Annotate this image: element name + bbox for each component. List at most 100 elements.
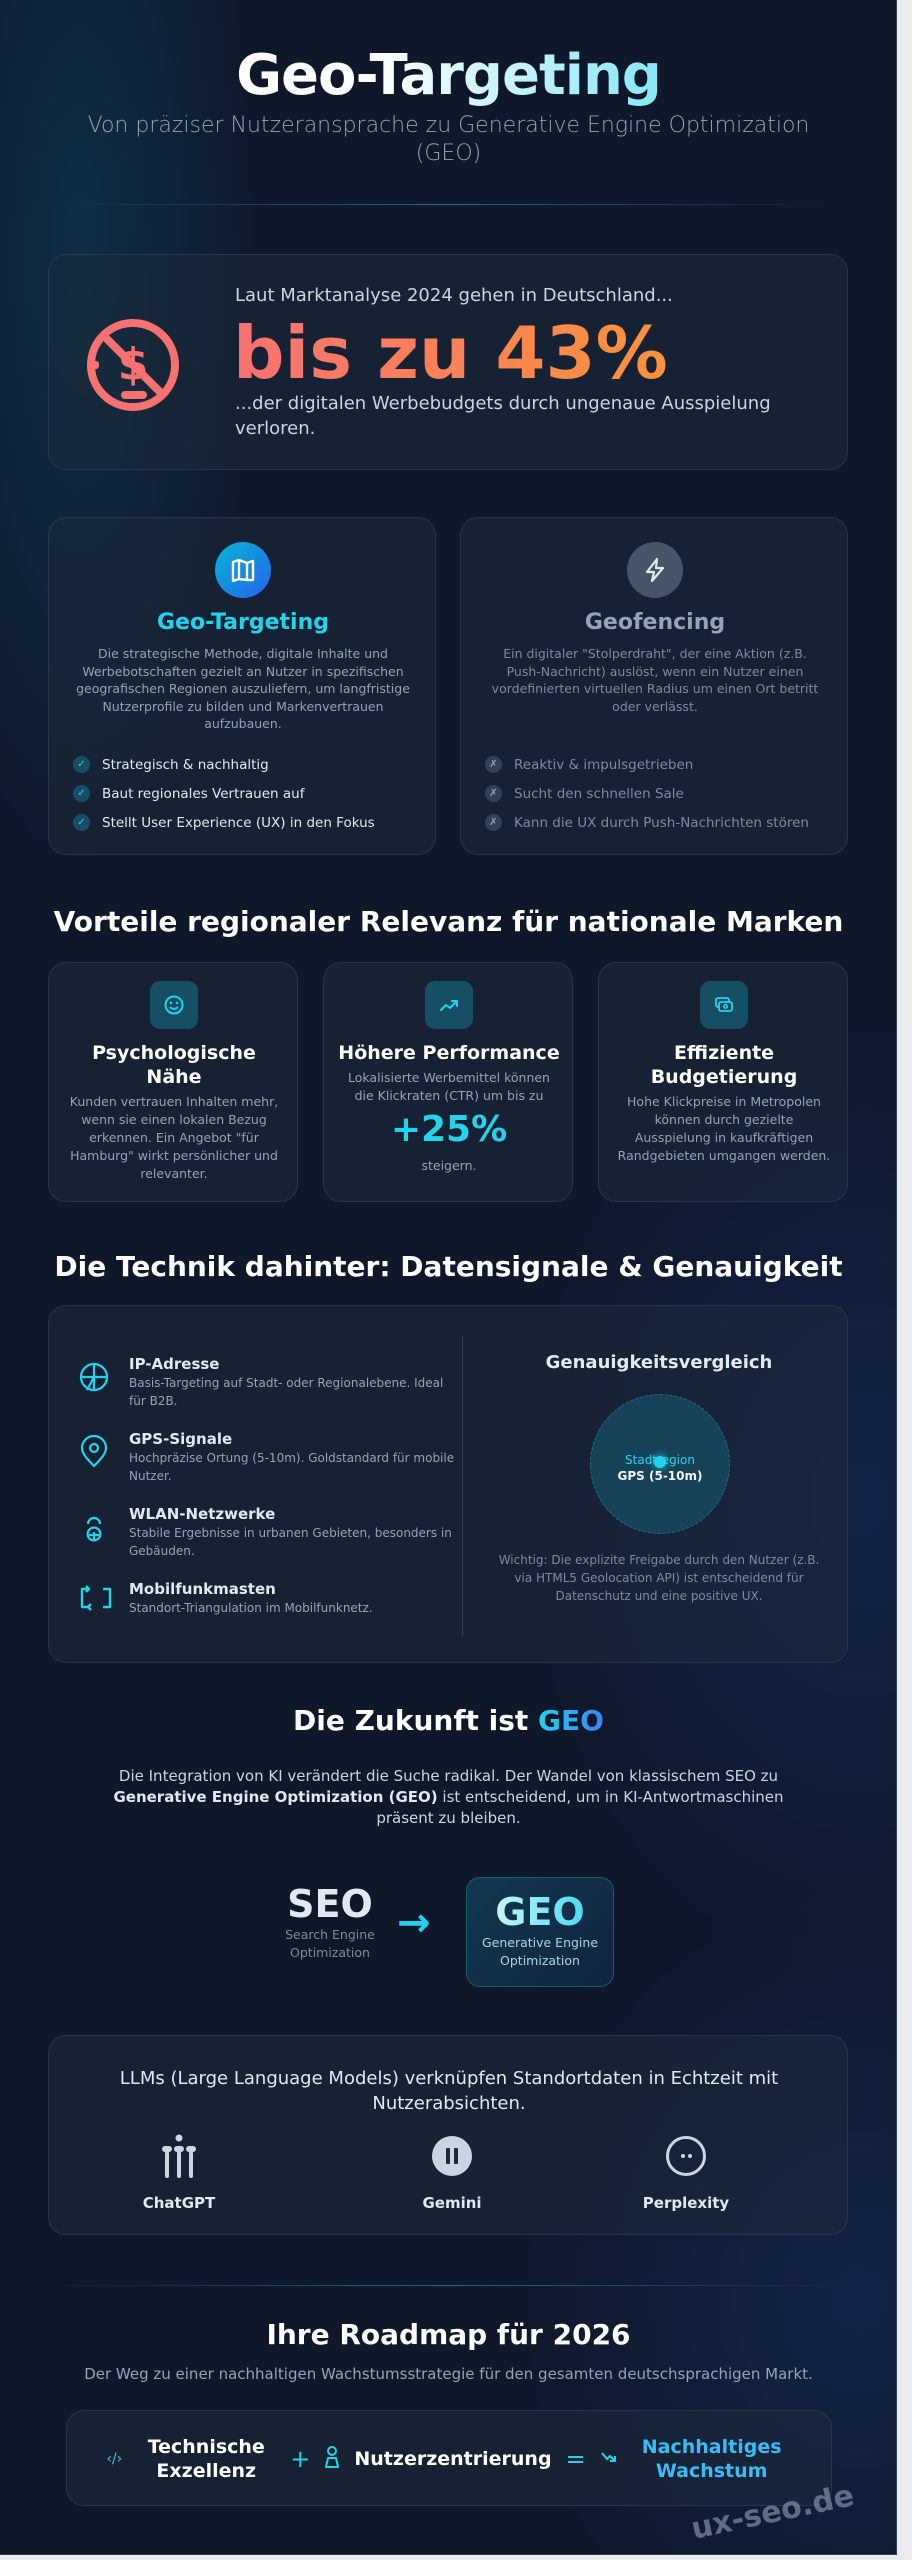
list-item: ✓ Strategisch & nachhaltig: [73, 750, 423, 779]
gps-dot: [654, 1456, 666, 1468]
stat-intro: Laut Marktanalyse 2024 gehen in Deutschl…: [235, 285, 673, 306]
tech-card: IP-Adresse Basis-Targeting auf Stadt- ode…: [48, 1305, 848, 1663]
list-item: ✓ Baut regionales Vertrauen auf: [73, 779, 423, 808]
benefits-heading: Vorteile regionaler Relevanz für nationa…: [53, 905, 844, 938]
signal-description: Stabile Ergebnisse in urbanen Gebieten, …: [129, 1526, 452, 1558]
list-item: ✓ Stellt User Experience (UX) in den Foku…: [73, 808, 423, 837]
plus-icon: +: [290, 2445, 311, 2473]
equals-icon: =: [565, 2445, 586, 2473]
page-title: Geo-Targeting: [0, 40, 896, 112]
benefit-card: Effiziente Budgetierung Hohe Klickpreise…: [598, 962, 848, 1202]
future-heading-accent: GEO: [538, 1704, 604, 1737]
wifi-icon: [77, 1510, 111, 1548]
check-icon: ✓: [73, 814, 90, 831]
llm-label: Gemini: [422, 2194, 482, 2212]
benefit-suffix: steigern.: [421, 1158, 477, 1173]
arrow-icon: →: [397, 1900, 431, 1946]
llm-label: ChatGPT: [142, 2194, 216, 2212]
geofencing-description: Ein digitaler "Stolperdraht", der eine A…: [491, 646, 819, 714]
roadmap-result: Nachhaltiges Wachstum: [641, 2436, 782, 2482]
benefit-description: Hohe Klickpreise in Metropolen können du…: [617, 1094, 831, 1163]
trending-up-icon: [425, 981, 473, 1029]
signal-title: Mobilfunkmasten: [129, 1580, 276, 1598]
llm-text: LLMs (Large Language Models) verknüpfen …: [119, 2068, 779, 2114]
accuracy-circle: Stadtregion GPS (5-10m): [590, 1394, 730, 1534]
llm-card: LLMs (Large Language Models) verknüpfen …: [48, 2035, 848, 2235]
geofencing-points: ✗ Reaktiv & impulsgetrieben ✗ Sucht den sc…: [485, 750, 835, 837]
signal-title: GPS-Signale: [129, 1430, 233, 1448]
code-icon: ‹/›: [106, 2451, 123, 2467]
cell-tower-icon: [77, 1583, 112, 1617]
signal-description: Hochpräzise Ortung (5-10m). Goldstandard…: [129, 1451, 455, 1483]
map-icon: [215, 542, 271, 598]
geofencing-card: Geofencing Ein digitaler "Stolperdraht",…: [460, 517, 848, 855]
seo-abbr: SEO: [287, 1882, 373, 1926]
no-money-globe-icon: $: [81, 313, 185, 417]
chatgpt-icon: [154, 2134, 204, 2182]
gemini-icon: [432, 2136, 472, 2176]
stat-value: bis zu 43%: [233, 311, 668, 395]
cross-icon: ✗: [485, 756, 502, 773]
stat-card: $ Laut Marktanalyse 2024 gehen in Deutsc…: [48, 254, 848, 470]
benefit-card: Psychologische Nähe Kunden vertrauen Inh…: [48, 962, 298, 1202]
geo-abbr: GEO: [467, 1890, 613, 1934]
roadmap-item: Technische Exzellenz: [147, 2436, 265, 2482]
benefit-description: Kunden vertrauen Inhalten mehr, wenn sie…: [69, 1094, 279, 1181]
geo-targeting-description: Die strategische Methode, digitale Inhal…: [76, 646, 410, 731]
signal-item: Mobilfunkmasten Standort-Triangulation im…: [77, 1579, 457, 1639]
roadmap-heading: Ihre Roadmap für 2026: [266, 2318, 631, 2351]
llm-label: Perplexity: [642, 2194, 730, 2212]
geofencing-title: Geofencing: [584, 610, 726, 635]
globe-icon: [77, 1360, 111, 1398]
geo-full: Generative Engine Optimization: [481, 1935, 599, 1968]
signal-title: IP-Adresse: [129, 1355, 220, 1373]
smile-icon: [150, 981, 198, 1029]
trend-icon: [600, 2449, 618, 2469]
lightning-icon: [627, 542, 683, 598]
cash-icon: [700, 981, 748, 1029]
roadmap-divider: [48, 2285, 848, 2286]
benefit-card: Höhere Performance Lokalisierte Werbemit…: [323, 962, 573, 1202]
geo-targeting-title: Geo-Targeting: [157, 610, 329, 635]
seo-full: Search Engine Optimization: [285, 1927, 375, 1960]
tech-divider: [462, 1336, 463, 1636]
benefit-description: Lokalisierte Werbemittel können die Klic…: [348, 1070, 550, 1103]
page-subtitle: Von präziser Nutzeransprache zu Generati…: [87, 113, 810, 166]
roadmap-item: Nutzerzentrierung: [354, 2448, 552, 2470]
map-pin-icon: [77, 1434, 111, 1473]
benefit-title: Psychologische Nähe: [92, 1042, 256, 1088]
geo-targeting-points: ✓ Strategisch & nachhaltig ✓ Baut regional…: [73, 750, 423, 837]
list-item: ✗ Sucht den schnellen Sale: [485, 779, 835, 808]
list-item: ✗ Kann die UX durch Push-Nachrichten stör…: [485, 808, 835, 837]
svg-text:$: $: [118, 339, 149, 390]
header-divider: [48, 204, 848, 205]
check-icon: ✓: [73, 756, 90, 773]
benefit-title: Höhere Performance: [338, 1042, 560, 1064]
roadmap-card: ‹/› Technische Exzellenz + Nutzerzentrie…: [66, 2410, 832, 2506]
user-icon: [324, 2445, 340, 2473]
check-icon: ✓: [73, 785, 90, 802]
signal-item: GPS-Signale Hochpräzise Ortung (5-10m). G…: [77, 1429, 457, 1504]
future-heading: Die Zukunft ist GEO: [293, 1704, 604, 1737]
benefit-title: Effiziente Budgetierung: [650, 1042, 798, 1088]
geo-block: GEO Generative Engine Optimization: [466, 1877, 614, 1987]
future-text: Die Integration von KI verändert die Suc…: [113, 1767, 784, 1827]
signal-item: IP-Adresse Basis-Targeting auf Stadt- ode…: [77, 1354, 457, 1429]
benefit-value: +25%: [390, 1109, 508, 1150]
cross-icon: ✗: [485, 785, 502, 802]
page-title-wrap: Geo-Targeting: [0, 40, 896, 112]
signal-item: WLAN-Netzwerke Stabile Ergebnisse in urba…: [77, 1504, 457, 1579]
list-item: ✗ Reaktiv & impulsgetrieben: [485, 750, 835, 779]
signal-description: Basis-Targeting auf Stadt- oder Regional…: [129, 1376, 444, 1408]
perplexity-icon: [666, 2136, 706, 2176]
accuracy-note: Wichtig: Die explizite Freigabe durch de…: [498, 1553, 820, 1603]
signal-description: Standort-Triangulation im Mobilfunknetz.: [129, 1601, 373, 1615]
signal-list: IP-Adresse Basis-Targeting auf Stadt- ode…: [77, 1354, 457, 1639]
tech-heading: Die Technik dahinter: Datensignale & Gen…: [54, 1250, 843, 1283]
accuracy-title: Genauigkeitsvergleich: [545, 1352, 773, 1373]
geo-targeting-card: Geo-Targeting Die strategische Methode, …: [48, 517, 436, 855]
accuracy-inner-label: GPS (5-10m): [617, 1469, 703, 1483]
roadmap-equation: ‹/› Technische Exzellenz + Nutzerzentrie…: [67, 2411, 831, 2507]
stat-outro: ...der digitalen Werbebudgets durch unge…: [235, 393, 771, 439]
